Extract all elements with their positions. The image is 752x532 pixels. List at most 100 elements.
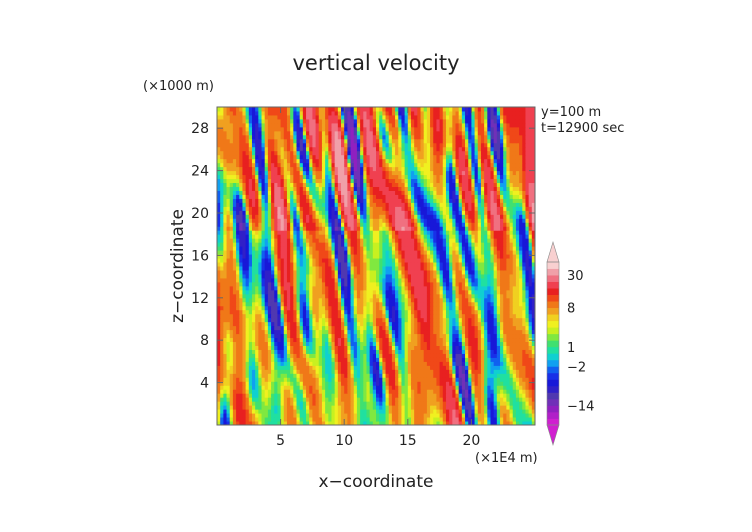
field-cell — [226, 238, 231, 243]
field-cell — [410, 246, 415, 251]
field-cell — [274, 337, 278, 343]
field-cell — [414, 345, 418, 350]
field-cell — [471, 373, 476, 378]
field-cell — [255, 357, 259, 362]
field-cell — [248, 313, 253, 319]
field-cell — [528, 238, 533, 243]
field-cell — [477, 262, 482, 267]
field-cell — [226, 421, 231, 426]
field-cell — [363, 297, 367, 303]
field-cell — [519, 285, 523, 291]
field-cell — [306, 413, 310, 418]
field-cell — [430, 262, 434, 267]
field-cell — [379, 345, 383, 350]
field-cell — [315, 329, 320, 335]
field-cell — [290, 266, 294, 271]
field-cell — [468, 341, 472, 346]
field-cell — [515, 242, 520, 247]
field-cell — [372, 385, 377, 390]
field-cell — [321, 353, 326, 358]
field-cell — [353, 246, 358, 251]
field-cell — [461, 226, 466, 231]
field-cell — [414, 329, 418, 335]
field-cell — [312, 361, 317, 366]
field-cell — [350, 317, 355, 323]
field-cell — [531, 313, 536, 319]
field-cell — [395, 341, 399, 346]
field-cell — [452, 421, 456, 426]
field-cell — [363, 277, 367, 283]
field-cell — [430, 377, 434, 382]
field-cell — [236, 301, 240, 307]
field-cell — [449, 297, 453, 303]
field-cell — [286, 254, 291, 259]
field-cell — [229, 341, 234, 346]
field-cell — [369, 313, 374, 319]
field-cell — [318, 385, 323, 390]
field-cell — [376, 281, 380, 287]
field-cell — [271, 266, 275, 271]
field-cell — [226, 305, 231, 311]
field-cell — [239, 305, 243, 311]
field-cell — [468, 281, 472, 287]
field-cell — [512, 254, 517, 259]
field-cell — [500, 365, 504, 370]
field-cell — [226, 373, 231, 378]
field-cell — [337, 409, 342, 414]
field-cell — [360, 357, 364, 362]
field-cell — [445, 421, 450, 426]
field-cell — [382, 397, 387, 402]
field-cell — [239, 377, 243, 382]
field-cell — [528, 309, 533, 315]
field-cell — [509, 309, 514, 315]
field-cell — [344, 321, 348, 327]
field-cell — [503, 353, 507, 358]
field-cell — [461, 242, 466, 247]
field-cell — [461, 365, 466, 370]
field-cell — [398, 254, 402, 259]
field-cell — [283, 297, 288, 303]
field-cell — [474, 417, 479, 422]
field-cell — [487, 421, 491, 426]
field-cell — [496, 301, 501, 307]
field-cell — [290, 238, 294, 243]
field-cell — [458, 337, 463, 343]
field-cell — [296, 242, 301, 247]
field-cell — [401, 381, 406, 386]
field-cell — [401, 405, 406, 410]
field-cell — [286, 405, 291, 410]
field-cell — [341, 230, 345, 235]
field-cell — [461, 230, 466, 235]
field-cell — [277, 377, 282, 382]
field-cell — [220, 381, 224, 386]
field-cell — [293, 246, 297, 251]
field-cell — [277, 281, 282, 287]
field-cell — [321, 377, 326, 382]
field-cell — [531, 377, 536, 382]
field-cell — [350, 254, 355, 259]
field-cell — [484, 369, 488, 374]
field-cell — [299, 337, 304, 343]
field-cell — [376, 349, 380, 354]
field-cell — [410, 309, 415, 315]
field-cell — [369, 341, 374, 346]
field-cell — [509, 409, 514, 414]
field-cell — [344, 349, 348, 354]
field-cell — [318, 397, 323, 402]
field-cell — [382, 262, 387, 267]
field-cell — [229, 285, 234, 291]
field-cell — [277, 321, 282, 327]
field-cell — [302, 333, 307, 339]
field-cell — [302, 353, 307, 358]
field-cell — [519, 329, 523, 335]
field-cell — [312, 266, 317, 271]
field-cell — [433, 341, 437, 346]
field-cell — [436, 357, 441, 362]
field-cell — [471, 301, 476, 307]
field-cell — [376, 297, 380, 303]
field-cell — [490, 345, 495, 350]
field-cell — [280, 317, 285, 323]
field-cell — [277, 341, 282, 346]
field-cell — [271, 393, 275, 398]
field-cell — [436, 242, 441, 247]
